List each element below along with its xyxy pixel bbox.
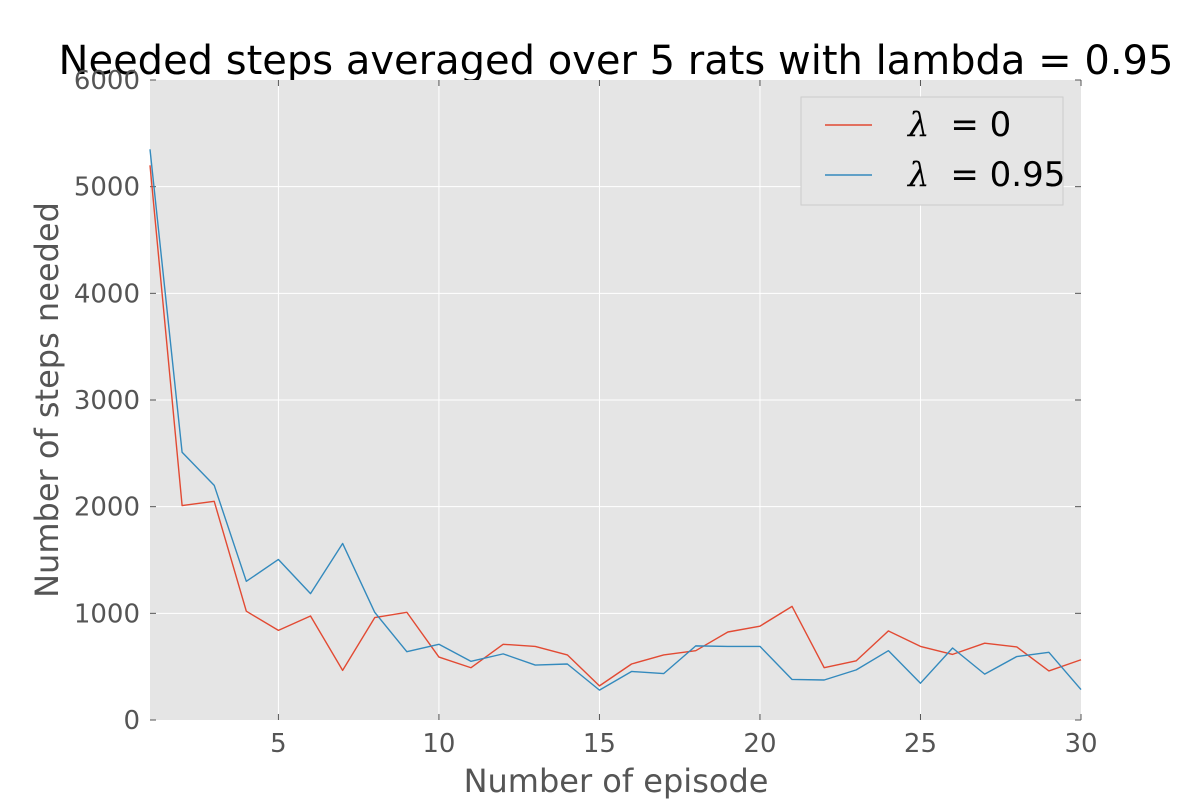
y-tick-label: 1000 <box>74 599 140 629</box>
x-tick-label: 10 <box>422 729 455 759</box>
x-tick-label: 30 <box>1064 729 1097 759</box>
legend-value-lambda-095: = 0.95 <box>950 155 1065 195</box>
y-tick-label: 2000 <box>74 493 140 523</box>
chart-title: Needed steps averaged over 5 rats with l… <box>59 38 1174 84</box>
legend-symbol-lambda-095: λ <box>906 155 930 195</box>
y-axis-label: Number of steps needed <box>28 202 66 598</box>
series-line-1 <box>149 149 1082 691</box>
y-tick-label: 5000 <box>74 173 140 203</box>
y-tick-label: 3000 <box>74 386 140 416</box>
x-tick-label: 15 <box>583 729 616 759</box>
legend-box <box>800 96 1064 206</box>
legend-value-lambda-0: = 0 <box>950 105 1011 145</box>
y-tick-label: 0 <box>123 706 140 736</box>
legend: λ = 0 λ = 0.95 <box>800 96 1065 206</box>
y-tick-label: 6000 <box>74 66 140 96</box>
series-layer <box>149 149 1082 691</box>
x-tick-label: 5 <box>270 729 287 759</box>
y-tick-label: 4000 <box>74 279 140 309</box>
x-tick-label: 20 <box>743 729 776 759</box>
x-tick-label: 25 <box>904 729 937 759</box>
axis-ticks: 5 10 15 20 25 30 0 1000 2000 3000 4000 5000 6000 <box>74 66 1098 759</box>
legend-symbol-lambda-0: λ <box>906 105 930 145</box>
series-line-0 <box>149 165 1082 687</box>
legend-entry-lambda-0: λ = 0 <box>906 105 1011 145</box>
legend-entry-lambda-095: λ = 0.95 <box>906 155 1065 195</box>
x-axis-label: Number of episode <box>464 762 769 800</box>
